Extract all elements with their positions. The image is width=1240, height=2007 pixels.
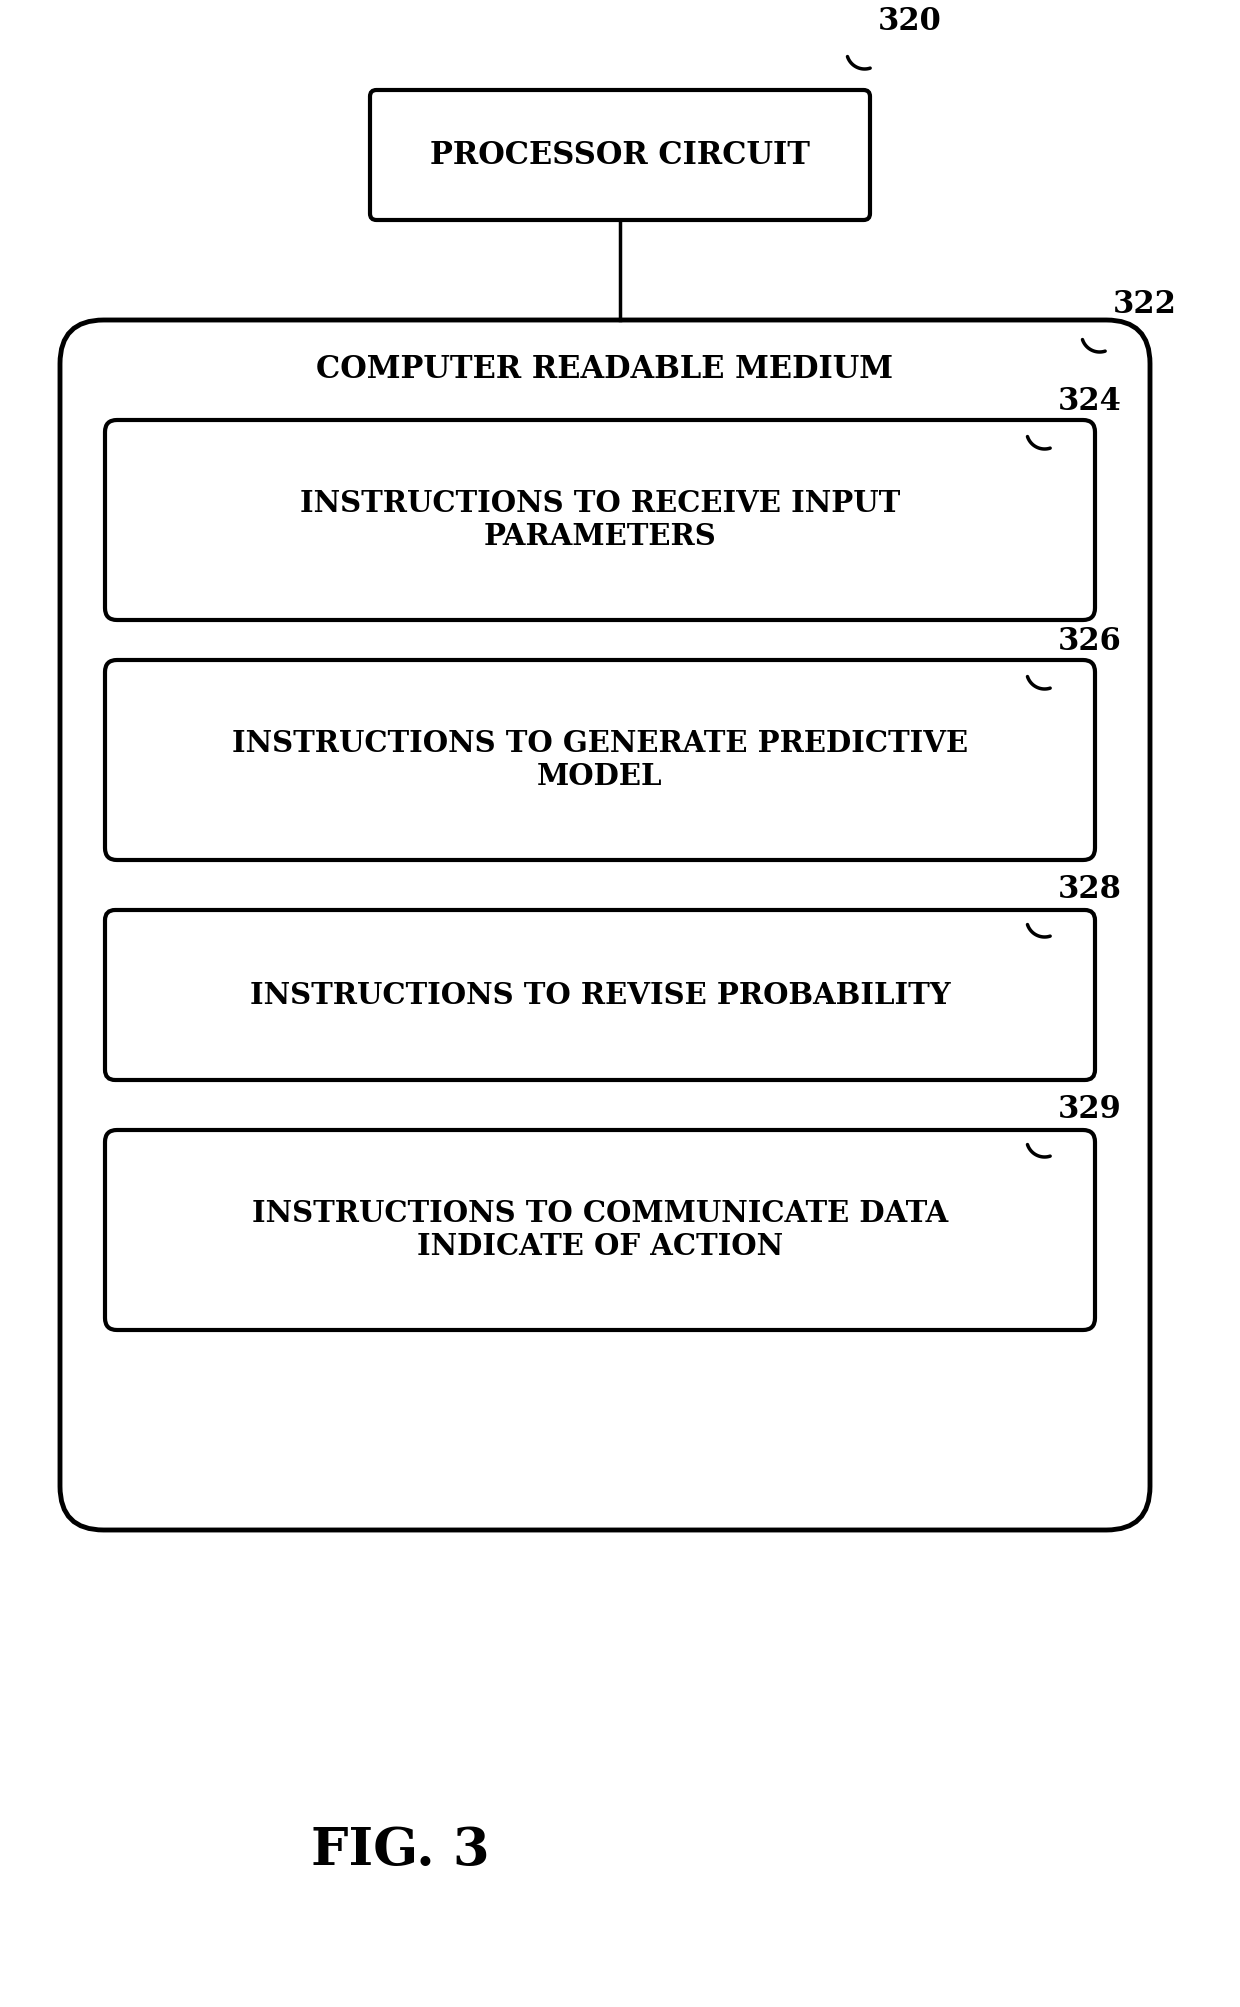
Text: INSTRUCTIONS TO REVISE PROBABILITY: INSTRUCTIONS TO REVISE PROBABILITY [249, 981, 950, 1010]
FancyBboxPatch shape [105, 1130, 1095, 1331]
Text: 320: 320 [878, 6, 941, 36]
FancyBboxPatch shape [105, 909, 1095, 1080]
Text: 328: 328 [1058, 873, 1122, 905]
FancyBboxPatch shape [105, 419, 1095, 620]
Text: COMPUTER READABLE MEDIUM: COMPUTER READABLE MEDIUM [316, 355, 894, 385]
Text: INSTRUCTIONS TO RECEIVE INPUT
PARAMETERS: INSTRUCTIONS TO RECEIVE INPUT PARAMETERS [300, 488, 900, 552]
FancyBboxPatch shape [60, 319, 1149, 1529]
Text: 324: 324 [1058, 385, 1122, 417]
Text: FIG. 3: FIG. 3 [311, 1824, 490, 1875]
FancyBboxPatch shape [370, 90, 870, 221]
Text: INSTRUCTIONS TO GENERATE PREDICTIVE
MODEL: INSTRUCTIONS TO GENERATE PREDICTIVE MODE… [232, 729, 968, 791]
Text: 326: 326 [1058, 626, 1122, 656]
FancyBboxPatch shape [105, 660, 1095, 861]
Text: 329: 329 [1058, 1094, 1122, 1126]
Text: PROCESSOR CIRCUIT: PROCESSOR CIRCUIT [430, 140, 810, 171]
Text: 322: 322 [1114, 289, 1177, 319]
Text: INSTRUCTIONS TO COMMUNICATE DATA
INDICATE OF ACTION: INSTRUCTIONS TO COMMUNICATE DATA INDICAT… [252, 1198, 949, 1260]
